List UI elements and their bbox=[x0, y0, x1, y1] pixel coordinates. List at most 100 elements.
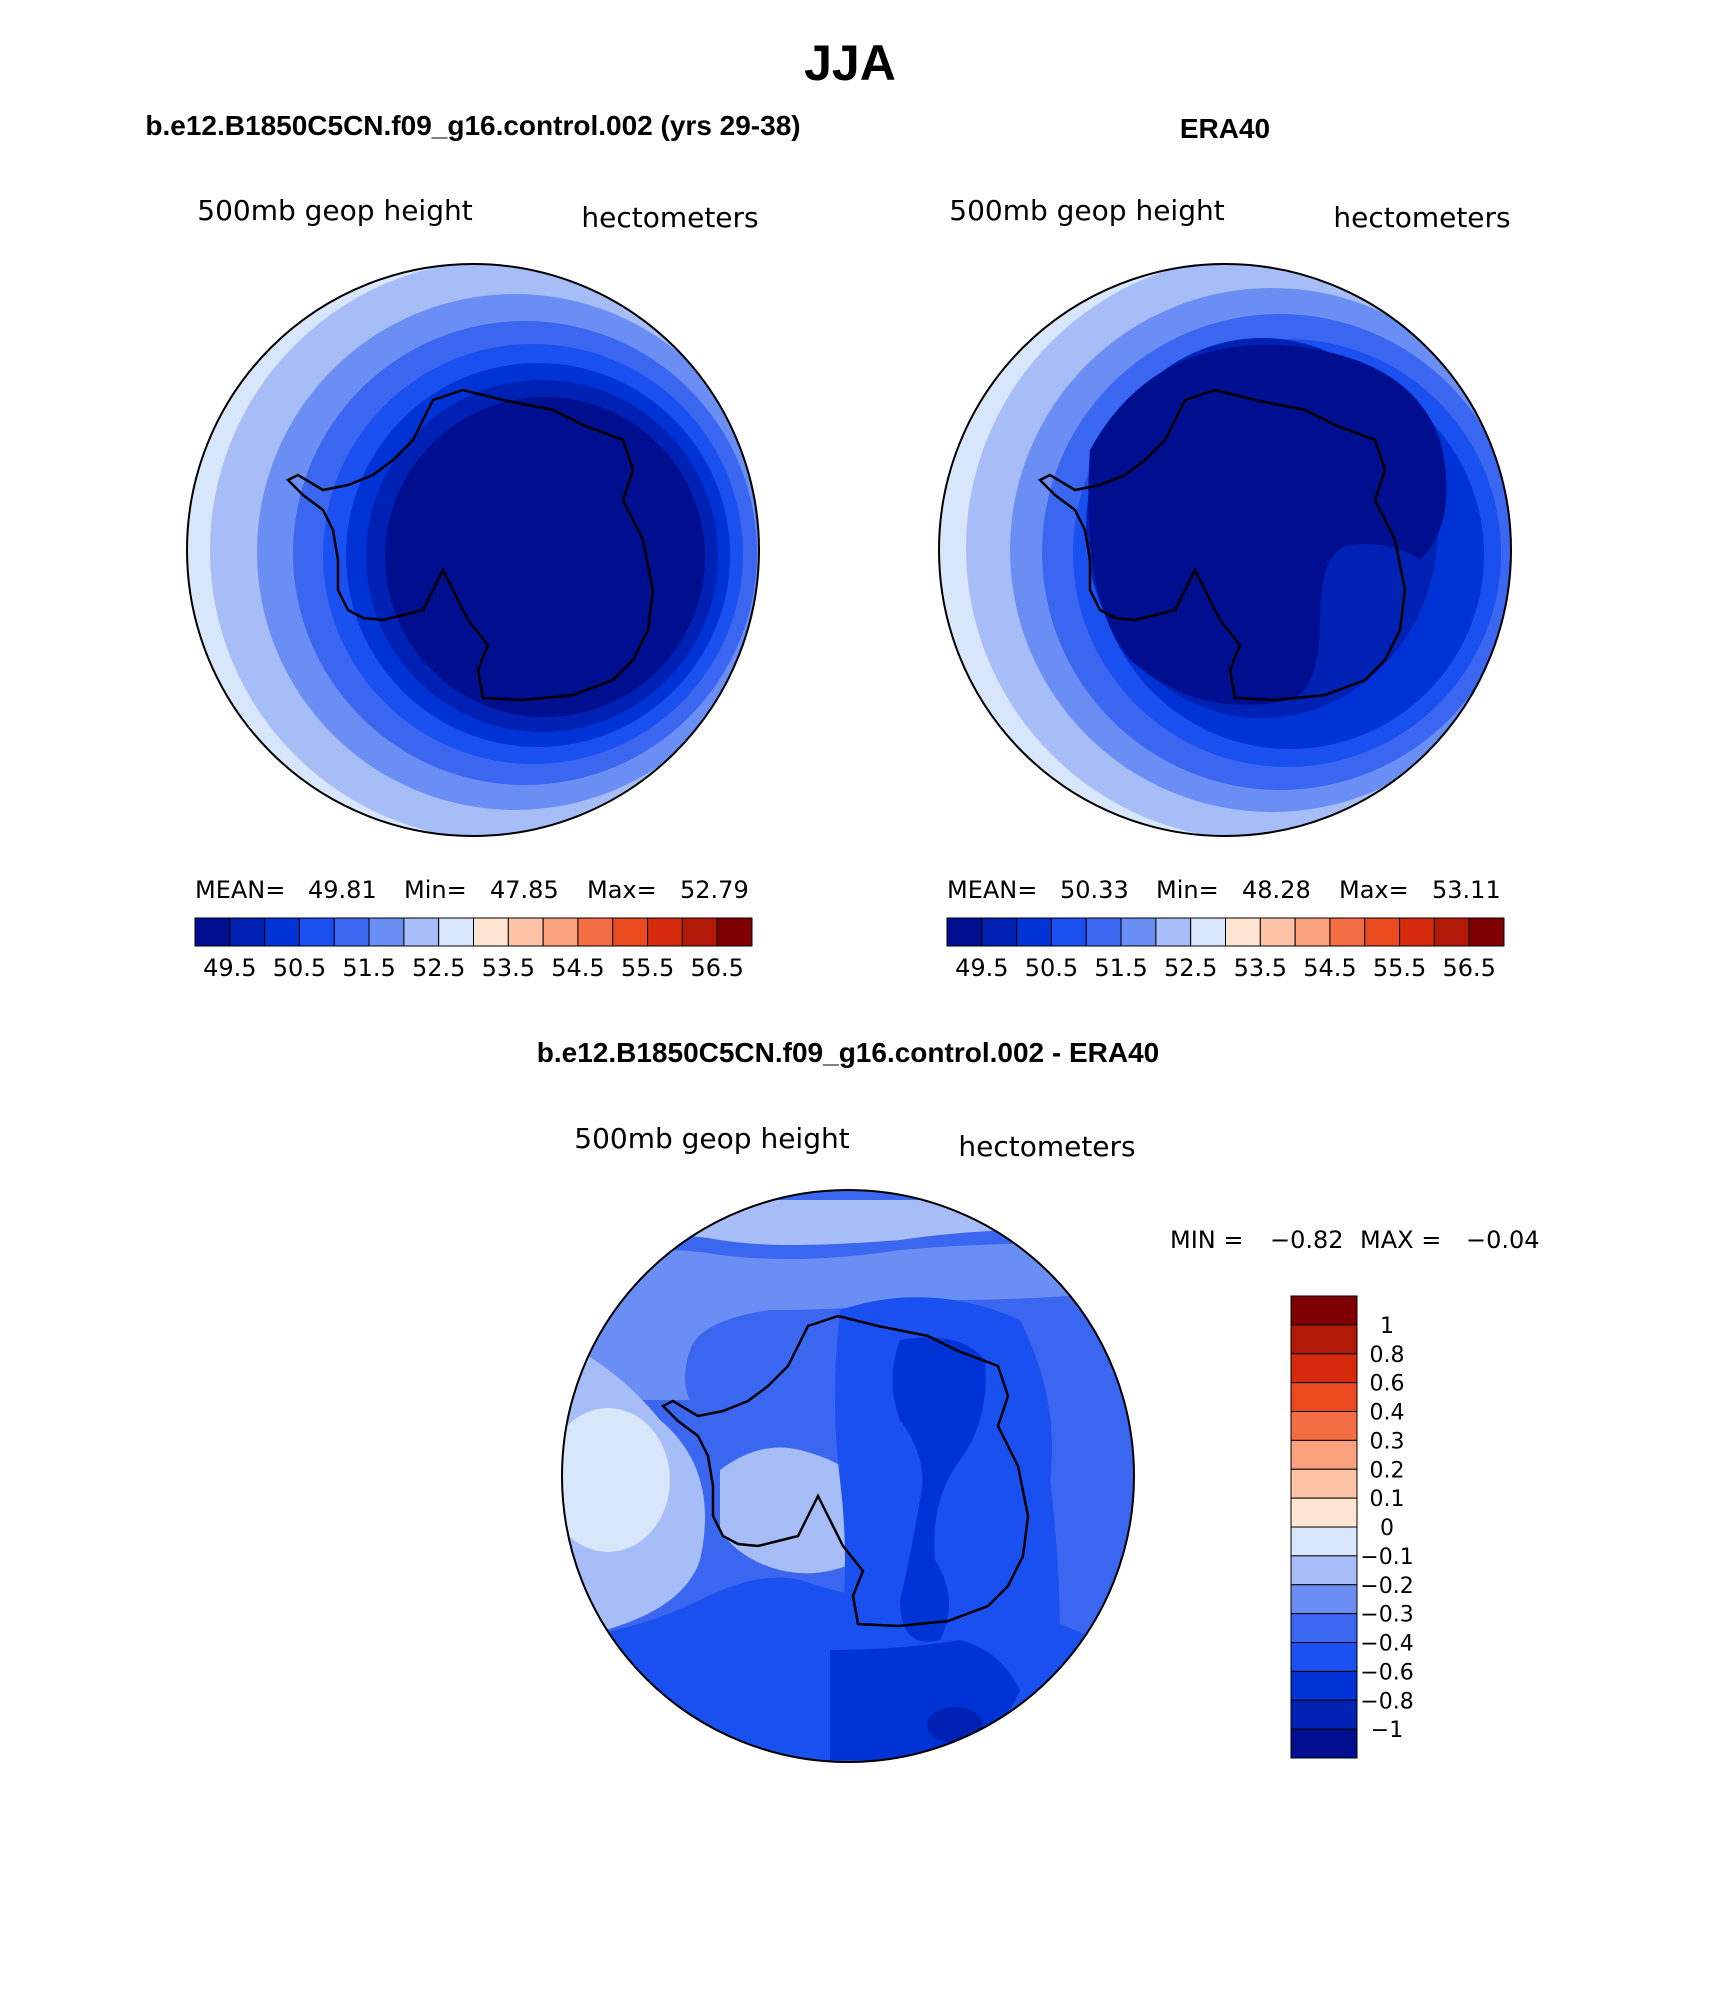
colorbar-swatch bbox=[194, 917, 231, 947]
colorbar-tick-label: −1 bbox=[1371, 1718, 1403, 1743]
colorbar-tick-label: 51.5 bbox=[1094, 954, 1147, 982]
contour-band bbox=[892, 1337, 986, 1642]
map-field bbox=[187, 264, 759, 836]
min-label: Min= bbox=[1156, 876, 1219, 904]
colorbar-swatch bbox=[1294, 917, 1331, 947]
min-label: Min= bbox=[404, 876, 467, 904]
colorbar-tick-label: 52.5 bbox=[1164, 954, 1217, 982]
panel-title: b.e12.B1850C5CN.f09_g16.control.002 - ER… bbox=[537, 1037, 1160, 1068]
colorbar-tick-label: 50.5 bbox=[273, 954, 326, 982]
colorbar-swatch bbox=[1468, 917, 1505, 947]
colorbar-swatch bbox=[264, 917, 300, 947]
stats-line: MIN = −0.82 MAX = −0.04 bbox=[1170, 1226, 1540, 1254]
colorbar-tick-label: 56.5 bbox=[690, 954, 743, 982]
contour-band bbox=[927, 1707, 983, 1743]
colorbar: 49.5 50.5 51.5 52.5 53.5 54.5 55.5 56.5 bbox=[946, 917, 1505, 982]
colorbar-swatch bbox=[946, 917, 983, 947]
mean-label: MEAN= bbox=[947, 876, 1037, 904]
mean-label: MEAN= bbox=[195, 876, 285, 904]
colorbar-swatch bbox=[1290, 1382, 1358, 1412]
colorbar-swatch bbox=[473, 917, 509, 947]
colorbar-tick-label: 55.5 bbox=[621, 954, 674, 982]
colorbar-swatch bbox=[1329, 917, 1366, 947]
colorbar-tick-label: −0.8 bbox=[1360, 1689, 1413, 1714]
contour-band bbox=[1075, 1380, 1134, 1600]
variable-label: 500mb geop height bbox=[197, 194, 472, 227]
contour-band bbox=[720, 1447, 865, 1574]
colorbar-swatch bbox=[1155, 917, 1192, 947]
colorbar-swatch bbox=[1290, 1613, 1358, 1643]
colorbar-swatch bbox=[229, 917, 266, 947]
colorbar-swatch bbox=[1290, 1353, 1358, 1384]
colorbar-tick-label: 54.5 bbox=[551, 954, 604, 982]
colorbar-swatch bbox=[1290, 1584, 1358, 1615]
colorbar-tick-label: −0.3 bbox=[1360, 1603, 1413, 1628]
colorbar: 49.5 50.5 51.5 52.5 53.5 54.5 55.5 56.5 bbox=[194, 917, 753, 982]
colorbar-tick-label: −0.6 bbox=[1360, 1660, 1413, 1685]
panel-model: b.e12.B1850C5CN.f09_g16.control.002 (yrs… bbox=[145, 110, 800, 982]
min-value: 48.28 bbox=[1242, 876, 1311, 904]
colorbar-swatch bbox=[577, 917, 614, 947]
colorbar-swatch bbox=[1290, 1642, 1358, 1672]
panel-difference: b.e12.B1850C5CN.f09_g16.control.002 - ER… bbox=[537, 1037, 1540, 1763]
colorbar-swatch bbox=[1050, 917, 1087, 947]
colorbar-swatch bbox=[1290, 1526, 1358, 1557]
map-border bbox=[938, 263, 1512, 837]
variable-label: 500mb geop height bbox=[949, 194, 1224, 227]
max-label: Max= bbox=[1339, 876, 1409, 904]
map-field bbox=[562, 1190, 1134, 1762]
colorbar-tick-label: 0.4 bbox=[1370, 1401, 1405, 1426]
contour-band bbox=[830, 1640, 1020, 1760]
colorbar-tick-label: −0.4 bbox=[1360, 1632, 1413, 1657]
colorbar-tick-label: 0 bbox=[1380, 1516, 1394, 1541]
variable-label: 500mb geop height bbox=[574, 1122, 849, 1155]
mean-value: 50.33 bbox=[1060, 876, 1129, 904]
colorbar-swatch bbox=[1290, 1699, 1358, 1730]
colorbar-tick-label: 56.5 bbox=[1442, 954, 1495, 982]
colorbar-swatch bbox=[298, 917, 335, 947]
max-value: 53.11 bbox=[1432, 876, 1501, 904]
colorbar-vertical: 1 0.8 0.6 0.4 0.3 0.2 0.1 0 −0.1 −0.2 −0.3 −0.4 −0.6… bbox=[1290, 1295, 1414, 1759]
colorbar-swatch bbox=[1290, 1728, 1358, 1759]
colorbar-tick-label: −0.2 bbox=[1360, 1574, 1413, 1599]
colorbar-tick-label: 54.5 bbox=[1303, 954, 1356, 982]
contour-band bbox=[562, 1408, 670, 1552]
colorbar-swatch bbox=[1290, 1555, 1358, 1586]
colorbar-tick-label: 53.5 bbox=[482, 954, 535, 982]
max-value: 52.79 bbox=[680, 876, 749, 904]
min-value: 47.85 bbox=[490, 876, 559, 904]
contour-band bbox=[385, 397, 705, 717]
map-field bbox=[939, 264, 1511, 836]
panel-title: b.e12.B1850C5CN.f09_g16.control.002 (yrs… bbox=[145, 110, 800, 141]
colorbar-swatch bbox=[1085, 917, 1122, 947]
colorbar-swatch bbox=[507, 917, 544, 947]
colorbar-swatch bbox=[1364, 917, 1401, 947]
units-label: hectometers bbox=[1333, 201, 1510, 234]
colorbar-swatch bbox=[542, 917, 579, 947]
colorbar-tick-label: 50.5 bbox=[1025, 954, 1078, 982]
colorbar-tick-label: 51.5 bbox=[342, 954, 395, 982]
colorbar-swatch bbox=[647, 917, 683, 947]
colorbar-swatch bbox=[1290, 1670, 1358, 1701]
colorbar-tick-label: 0.3 bbox=[1370, 1429, 1405, 1454]
colorbar-tick-label: 49.5 bbox=[203, 954, 256, 982]
colorbar-tick-label: 0.8 bbox=[1370, 1343, 1405, 1368]
colorbar-swatch bbox=[1290, 1411, 1358, 1441]
colorbar-tick-label: 55.5 bbox=[1373, 954, 1426, 982]
colorbar-swatch bbox=[1433, 917, 1470, 947]
colorbar-tick-label: 0.2 bbox=[1370, 1458, 1405, 1483]
colorbar-swatch bbox=[612, 917, 649, 947]
colorbar-tick-label: 0.1 bbox=[1370, 1487, 1405, 1512]
colorbar-swatch bbox=[438, 917, 474, 947]
colorbar-swatch bbox=[403, 917, 440, 947]
units-label: hectometers bbox=[581, 201, 758, 234]
colorbar-swatch bbox=[1225, 917, 1261, 947]
panel-title: ERA40 bbox=[1180, 113, 1270, 144]
colorbar-swatch bbox=[1120, 917, 1157, 947]
colorbar-swatch bbox=[1016, 917, 1052, 947]
max-value: −0.04 bbox=[1466, 1226, 1540, 1254]
colorbar-swatch bbox=[681, 917, 718, 947]
colorbar-tick-label: 53.5 bbox=[1234, 954, 1287, 982]
panel-obs: ERA40 500mb geop height hectometers MEAN… bbox=[938, 113, 1512, 982]
colorbar-swatch bbox=[1290, 1439, 1358, 1470]
